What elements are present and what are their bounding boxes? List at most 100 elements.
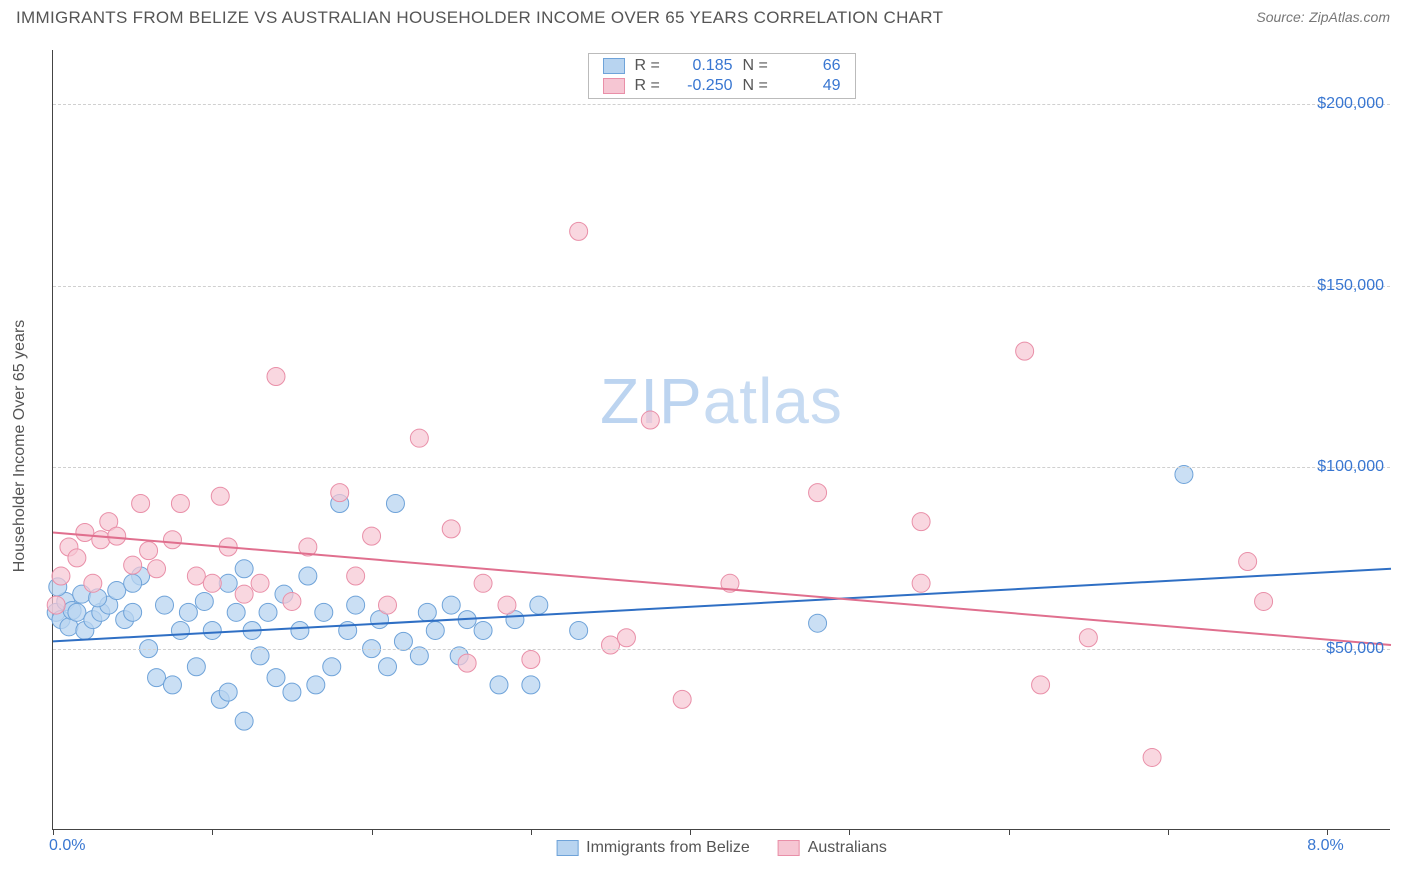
y-tick-label: $200,000 — [1317, 95, 1384, 113]
data-point — [251, 574, 269, 592]
data-point — [187, 567, 205, 585]
x-tick — [372, 829, 373, 835]
x-tick — [531, 829, 532, 835]
data-point — [474, 621, 492, 639]
data-point — [195, 592, 213, 610]
x-tick — [1327, 829, 1328, 835]
data-point — [474, 574, 492, 592]
data-point — [530, 596, 548, 614]
data-point — [291, 621, 309, 639]
gridline — [53, 286, 1390, 287]
n-label: N = — [743, 57, 775, 75]
data-point — [283, 683, 301, 701]
data-point — [203, 621, 221, 639]
data-point — [235, 560, 253, 578]
data-point — [442, 596, 460, 614]
data-point — [283, 592, 301, 610]
chart-title: IMMIGRANTS FROM BELIZE VS AUSTRALIAN HOU… — [16, 8, 943, 28]
legend-row-1: R = -0.250 N = 49 — [589, 76, 855, 96]
data-point — [52, 567, 70, 585]
data-point — [76, 524, 94, 542]
data-point — [219, 574, 237, 592]
n-value: 66 — [785, 57, 841, 75]
legend-label: Immigrants from Belize — [586, 839, 750, 857]
data-point — [386, 494, 404, 512]
series-legend: Immigrants from Belize Australians — [556, 839, 887, 857]
y-tick-label: $100,000 — [1317, 458, 1384, 476]
data-point — [187, 658, 205, 676]
data-point — [1032, 676, 1050, 694]
data-point — [227, 603, 245, 621]
x-tick — [1168, 829, 1169, 835]
n-label: N = — [743, 77, 775, 95]
data-point — [156, 596, 174, 614]
r-label: R = — [635, 77, 667, 95]
source: Source: ZipAtlas.com — [1256, 9, 1390, 27]
legend-item-1: Australians — [778, 839, 887, 857]
data-point — [490, 676, 508, 694]
x-tick — [212, 829, 213, 835]
data-point — [426, 621, 444, 639]
swatch-icon — [778, 840, 800, 856]
data-point — [379, 658, 397, 676]
swatch-icon — [603, 78, 625, 94]
swatch-icon — [603, 58, 625, 74]
data-point — [809, 614, 827, 632]
data-point — [1079, 629, 1097, 647]
data-point — [522, 676, 540, 694]
data-point — [163, 676, 181, 694]
source-value: ZipAtlas.com — [1309, 9, 1390, 25]
data-point — [259, 603, 277, 621]
data-point — [363, 527, 381, 545]
gridline — [53, 104, 1390, 105]
data-point — [1239, 553, 1257, 571]
data-point — [179, 603, 197, 621]
data-point — [267, 368, 285, 386]
data-point — [602, 636, 620, 654]
legend-row-0: R = 0.185 N = 66 — [589, 56, 855, 76]
y-tick-label: $150,000 — [1317, 277, 1384, 295]
source-label: Source: — [1256, 9, 1304, 25]
data-point — [148, 669, 166, 687]
r-value: -0.250 — [677, 77, 733, 95]
data-point — [124, 556, 142, 574]
data-point — [570, 222, 588, 240]
data-point — [68, 549, 86, 567]
r-value: 0.185 — [677, 57, 733, 75]
data-point — [84, 574, 102, 592]
data-point — [203, 574, 221, 592]
x-tick — [690, 829, 691, 835]
data-point — [347, 596, 365, 614]
data-point — [617, 629, 635, 647]
chart-plot-area: ZIPatlas R = 0.185 N = 66 R = -0.250 N =… — [52, 50, 1390, 830]
data-point — [1143, 748, 1161, 766]
gridline — [53, 467, 1390, 468]
data-point — [315, 603, 333, 621]
legend-label: Australians — [808, 839, 887, 857]
data-point — [912, 574, 930, 592]
gridline — [53, 649, 1390, 650]
swatch-icon — [556, 840, 578, 856]
x-tick — [849, 829, 850, 835]
data-point — [307, 676, 325, 694]
data-point — [163, 531, 181, 549]
data-point — [235, 712, 253, 730]
data-point — [379, 596, 397, 614]
data-point — [68, 603, 86, 621]
data-point — [124, 603, 142, 621]
data-point — [132, 494, 150, 512]
n-value: 49 — [785, 77, 841, 95]
data-point — [522, 650, 540, 668]
data-point — [331, 484, 349, 502]
data-point — [442, 520, 460, 538]
data-point — [498, 596, 516, 614]
data-point — [171, 494, 189, 512]
x-tick-label: 8.0% — [1307, 837, 1343, 855]
data-point — [912, 513, 930, 531]
x-tick-label: 0.0% — [49, 837, 85, 855]
data-point — [47, 596, 65, 614]
data-point — [171, 621, 189, 639]
data-point — [92, 531, 110, 549]
data-point — [347, 567, 365, 585]
data-point — [267, 669, 285, 687]
